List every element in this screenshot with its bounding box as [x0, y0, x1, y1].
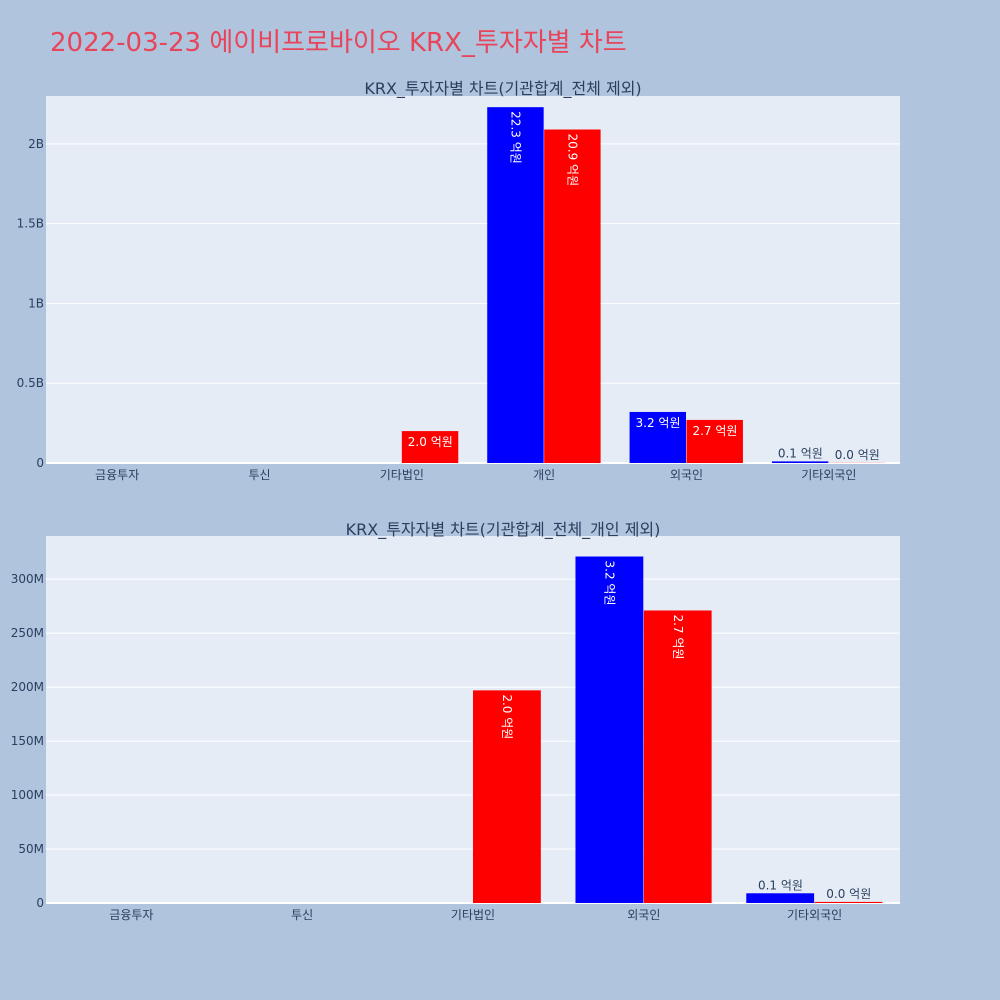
bar — [814, 901, 883, 903]
x-tick-label: 기타법인 — [451, 908, 495, 922]
bar — [643, 610, 712, 903]
x-tick-label: 개인 — [533, 468, 555, 482]
y-tick-label: 0 — [36, 456, 44, 470]
x-tick-label: 금융투자 — [109, 908, 153, 922]
bar — [544, 129, 601, 463]
bar — [746, 893, 815, 903]
bar — [686, 419, 743, 463]
y-tick-label: 2B — [28, 137, 44, 151]
bar-label: 2.0 억원 — [500, 694, 514, 739]
x-tick-label: 기타외국인 — [787, 908, 842, 922]
y-tick-label: 0 — [36, 896, 44, 910]
bar-label: 3.2 억원 — [636, 416, 681, 430]
x-tick-label: 외국인 — [627, 908, 660, 922]
y-tick-label: 300M — [11, 572, 44, 586]
y-tick-label: 1.5B — [17, 217, 44, 231]
y-tick-label: 150M — [11, 734, 44, 748]
y-tick-label: 250M — [11, 626, 44, 640]
bar-label: 2.7 억원 — [671, 614, 685, 659]
x-tick-label: 기타외국인 — [801, 468, 856, 482]
page-title: 2022-03-23 에이비프로바이오 KRX_투자자별 차트 — [50, 28, 627, 58]
bar — [487, 107, 544, 464]
x-tick-label: 외국인 — [670, 468, 703, 482]
chart-subtitle: KRX_투자자별 차트(기관합계_전체_개인 제외) — [346, 520, 661, 540]
bar-label: 2.7 억원 — [692, 424, 737, 438]
y-tick-label: 200M — [11, 680, 44, 694]
bar-label: 0.1 억원 — [778, 446, 823, 460]
plot-area — [46, 96, 900, 463]
x-tick-label: 금융투자 — [95, 468, 139, 482]
bar-label: 20.9 억원 — [566, 134, 580, 187]
x-tick-label: 기타법인 — [380, 468, 424, 482]
chart-top: 0 0.5B 1B 1.5B 2B KRX_투자자별 차트(기관합계_전체 제외) 금융투자… — [17, 79, 900, 482]
y-tick-label: 100M — [11, 788, 44, 802]
bar-label: 3.2 억원 — [603, 561, 617, 606]
x-tick-label: 투신 — [291, 908, 313, 922]
bar-label: 22.3 억원 — [509, 111, 523, 164]
bar — [771, 461, 829, 463]
y-tick-label: 1B — [28, 296, 44, 310]
bar — [401, 431, 459, 463]
bar — [575, 556, 644, 903]
x-tick-label: 투신 — [248, 468, 270, 482]
chart-subtitle: KRX_투자자별 차트(기관합계_전체 제외) — [364, 79, 641, 99]
bar-label: 2.0 억원 — [408, 435, 453, 449]
bar-label: 0.0 억원 — [826, 887, 871, 901]
bar — [473, 690, 541, 903]
bar-label: 0.1 억원 — [758, 878, 803, 892]
bar-label: 0.0 억원 — [835, 448, 880, 462]
y-tick-label: 50M — [18, 842, 44, 856]
bar — [629, 411, 686, 463]
y-tick-label: 0.5B — [17, 376, 44, 390]
